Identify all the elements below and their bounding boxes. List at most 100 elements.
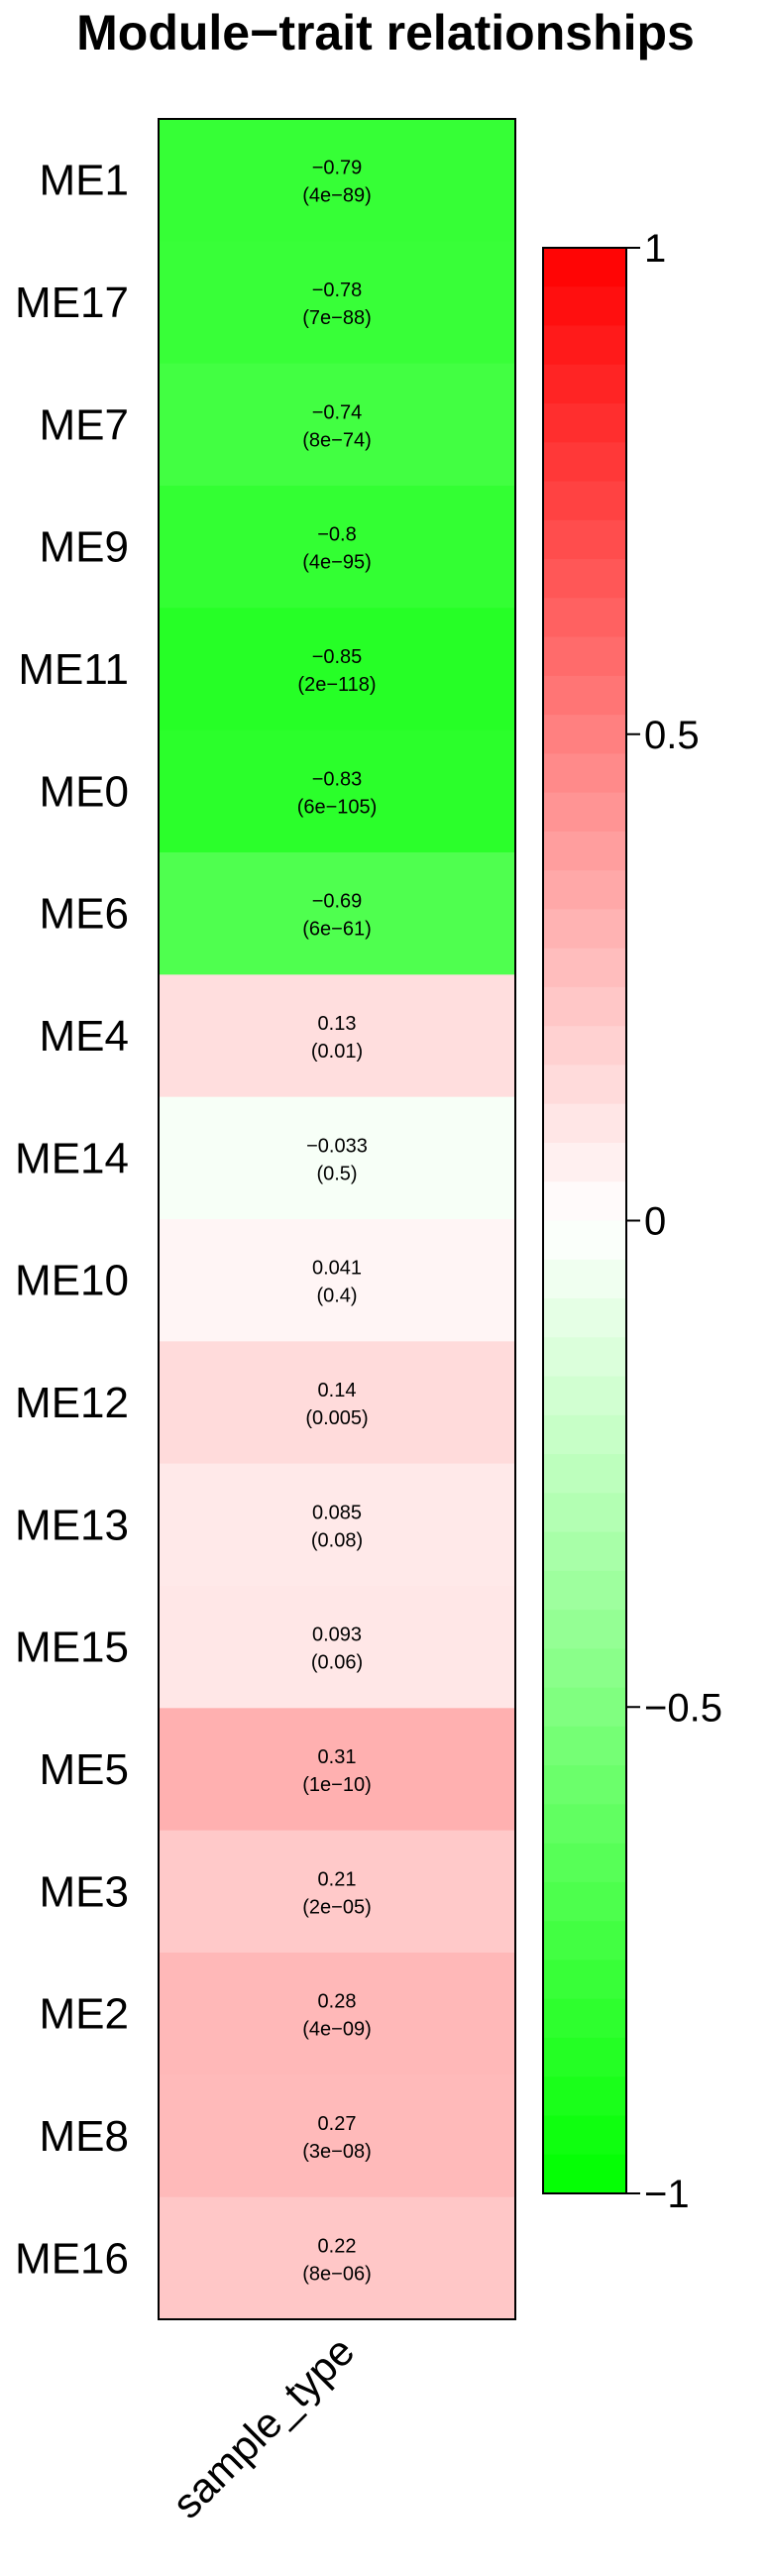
heatmap-cell-me3 <box>159 1830 515 1954</box>
colorbar-step <box>543 1064 626 1105</box>
colorbar-step <box>543 1765 626 1805</box>
colorbar-step <box>543 1843 626 1883</box>
colorbar-step <box>543 364 626 404</box>
cell-pvalue-me3: (2e−05) <box>302 1896 372 1918</box>
colorbar-step <box>543 1493 626 1533</box>
colorbar-step <box>543 1726 626 1766</box>
cell-value-me10: 0.041 <box>312 1258 362 1280</box>
cell-value-me4: 0.13 <box>318 1013 357 1035</box>
row-label-me12: ME12 <box>15 1379 129 1427</box>
cell-values: −0.79 (4e−89) −0.78 (7e−88) −0.74 (8e−74) −0.8… <box>297 158 378 2286</box>
colorbar-step <box>543 2076 626 2117</box>
cell-pvalue-me7: (8e−74) <box>302 429 372 451</box>
row-label-me13: ME13 <box>15 1501 129 1549</box>
cell-value-me11: −0.85 <box>312 646 363 668</box>
row-label-me6: ME6 <box>40 890 129 939</box>
row-label-me5: ME5 <box>40 1745 129 1794</box>
column-label-sample-type: sample_type <box>164 2327 364 2527</box>
colorbar-step <box>543 792 626 833</box>
cell-value-me0: −0.83 <box>312 768 363 790</box>
cell-value-me7: −0.74 <box>312 401 363 423</box>
colorbar-step <box>543 1337 626 1378</box>
heatmap-cell-me1 <box>159 119 515 242</box>
colorbar-step <box>543 1142 626 1182</box>
cell-pvalue-me10: (0.4) <box>316 1286 357 1307</box>
cell-pvalue-me17: (7e−88) <box>302 307 372 329</box>
column-labels: sample_type <box>164 2327 364 2527</box>
heatmap-cell-me8 <box>159 2074 515 2198</box>
cell-pvalue-me1: (4e−89) <box>302 185 372 207</box>
colorbar-step <box>543 1414 626 1455</box>
colorbar-step <box>543 248 626 287</box>
colorbar-step <box>543 986 626 1027</box>
colorbar-step <box>543 1881 626 1922</box>
cell-value-me9: −0.8 <box>317 524 356 546</box>
cell-pvalue-me6: (6e−61) <box>302 919 372 941</box>
colorbar-tick-label: −1 <box>644 2173 690 2216</box>
cell-pvalue-me4: (0.01) <box>311 1041 363 1063</box>
row-label-me7: ME7 <box>40 400 129 449</box>
cell-value-me14: −0.033 <box>306 1135 368 1157</box>
colorbar-step <box>543 753 626 794</box>
colorbar-step <box>543 1570 626 1611</box>
row-label-me3: ME3 <box>40 1867 129 1916</box>
colorbar-step <box>543 831 626 871</box>
heatmap-cell-me2 <box>159 1953 515 2075</box>
colorbar-step <box>543 2037 626 2077</box>
colorbar-step <box>543 442 626 483</box>
colorbar-step <box>543 403 626 443</box>
colorbar-step <box>543 1298 626 1338</box>
row-label-me11: ME11 <box>18 645 129 694</box>
colorbar-step <box>543 870 626 911</box>
colorbar-step <box>543 1648 626 1689</box>
colorbar-step <box>543 1181 626 1222</box>
cell-pvalue-me11: (2e−118) <box>297 674 376 696</box>
heatmap-cell-me13 <box>159 1463 515 1587</box>
cell-pvalue-me16: (8e−06) <box>302 2263 372 2285</box>
colorbar: 1 0.5 0 −0.5 −1 <box>542 227 722 2216</box>
heatmap-cell-me0 <box>159 729 515 853</box>
colorbar-tick-label: −0.5 <box>644 1686 722 1730</box>
cell-pvalue-me8: (3e−08) <box>302 2141 372 2163</box>
cell-value-me12: 0.14 <box>318 1380 357 1401</box>
cell-pvalue-me14: (0.5) <box>316 1163 357 1184</box>
row-label-me9: ME9 <box>40 523 129 572</box>
colorbar-step <box>543 2115 626 2156</box>
cell-pvalue-me0: (6e−105) <box>297 796 378 818</box>
colorbar-step <box>543 1259 626 1299</box>
heatmap-cell-me4 <box>159 974 515 1098</box>
colorbar-step <box>543 325 626 366</box>
row-label-me16: ME16 <box>15 2234 129 2283</box>
cell-value-me13: 0.085 <box>312 1502 362 1523</box>
cell-value-me15: 0.093 <box>312 1624 362 1646</box>
colorbar-step <box>543 1960 626 2000</box>
cell-value-me17: −0.78 <box>312 280 363 301</box>
row-label-me0: ME0 <box>40 767 129 816</box>
cell-pvalue-me13: (0.08) <box>311 1529 363 1551</box>
colorbar-step <box>543 715 626 754</box>
cell-value-me8: 0.27 <box>318 2113 357 2135</box>
cell-pvalue-me5: (1e−10) <box>302 1774 372 1796</box>
cell-value-me3: 0.21 <box>318 1868 357 1890</box>
cell-value-me6: −0.69 <box>312 891 363 913</box>
row-label-me1: ME1 <box>40 157 129 205</box>
colorbar-step <box>543 948 626 988</box>
colorbar-step <box>543 481 626 521</box>
heatmap-cell-me12 <box>159 1341 515 1465</box>
cell-value-me2: 0.28 <box>318 1991 357 2013</box>
colorbar-step <box>543 1687 626 1728</box>
row-label-me8: ME8 <box>40 2112 129 2161</box>
row-label-me2: ME2 <box>40 1990 129 2039</box>
colorbar-step <box>543 1454 626 1494</box>
cell-pvalue-me15: (0.06) <box>311 1652 363 1674</box>
colorbar-step <box>543 636 626 677</box>
row-label-me4: ME4 <box>40 1012 129 1061</box>
colorbar-step <box>543 2154 626 2194</box>
cell-value-me5: 0.31 <box>318 1746 357 1768</box>
colorbar-step <box>543 1998 626 2039</box>
cell-pvalue-me2: (4e−09) <box>302 2019 372 2041</box>
heatmap-cell-me9 <box>159 486 515 609</box>
colorbar-step <box>543 598 626 638</box>
cell-pvalue-me9: (4e−95) <box>302 552 372 574</box>
